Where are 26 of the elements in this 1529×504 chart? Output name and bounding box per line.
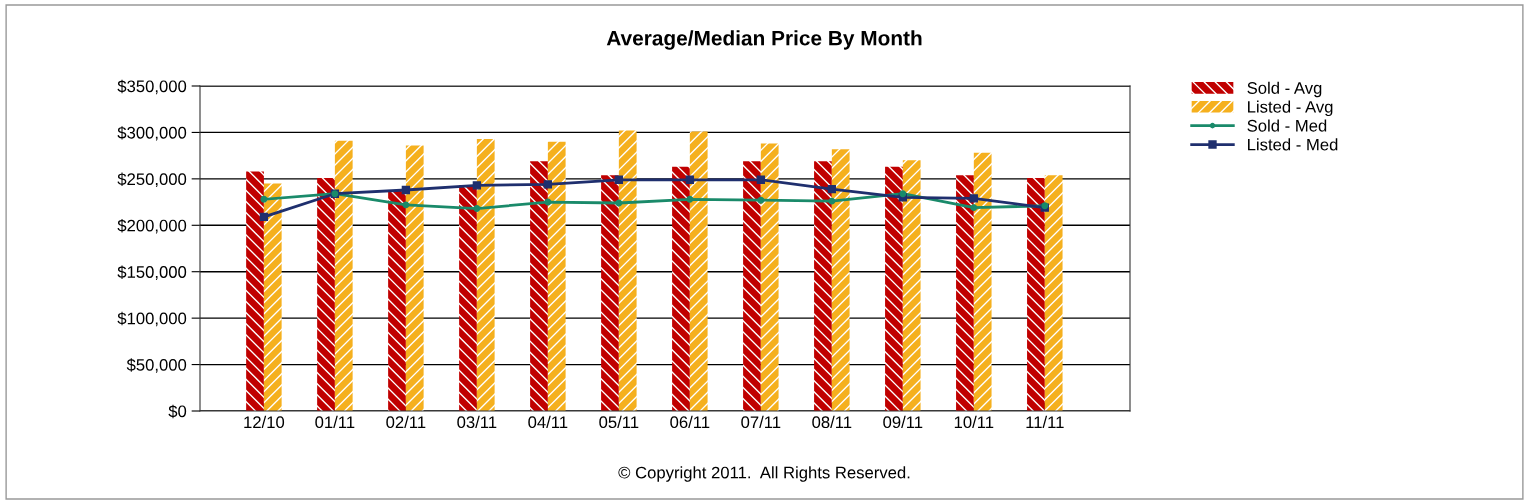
x-tick-label: 09/11 [883, 415, 923, 429]
legend-label: Sold - Avg [1247, 81, 1322, 98]
x-tick-label: 12/10 [244, 415, 285, 429]
legend-label: Sold - Med [1247, 119, 1327, 132]
y-tick-label: $350,000 [117, 79, 187, 95]
x-tick-label: 11/11 [1026, 415, 1064, 429]
x-tick-label: 02/11 [386, 415, 426, 429]
text: © Copyright 2011. All Rights Reserved. [618, 466, 910, 482]
x-tick-label: 10/11 [954, 415, 994, 429]
x-tick-label: 01/11 [315, 415, 355, 429]
y-tick-label: $150,000 [117, 265, 187, 280]
y-tick-label: $0 [168, 404, 187, 419]
legend-label: Listed - Med [1248, 138, 1338, 151]
y-tick-label: $50,000 [126, 358, 187, 373]
legend-label: Listed - Avg [1248, 100, 1333, 117]
y-tick-label: $100,000 [117, 311, 187, 327]
x-tick-label: 07/11 [741, 415, 781, 429]
x-tick-label: 08/11 [812, 415, 852, 429]
y-tick-label: $200,000 [117, 218, 187, 234]
y-tick-label: $250,000 [117, 172, 187, 188]
x-tick-label: 05/11 [599, 415, 639, 429]
chart-title: Average/Median Price By Month [606, 30, 922, 50]
y-tick-label: $300,000 [117, 126, 187, 141]
x-tick-label: 06/11 [670, 415, 710, 429]
x-tick-label: 04/11 [528, 415, 568, 429]
x-tick-label: 03/11 [457, 415, 497, 429]
